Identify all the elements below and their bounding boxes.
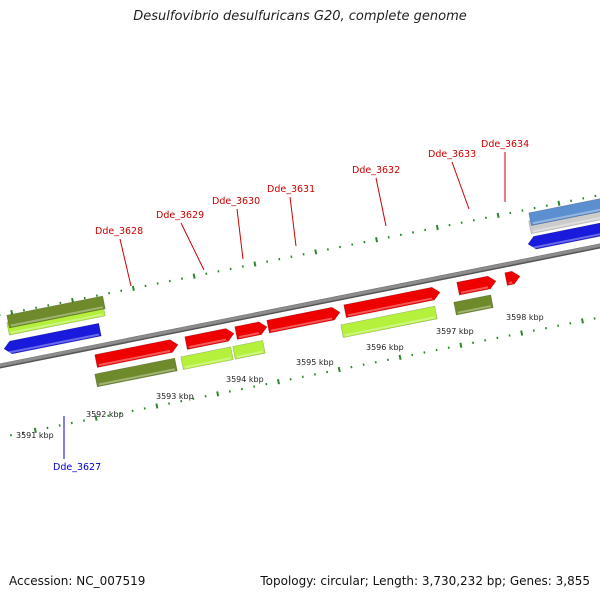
gene-label-Dde_3634: Dde_3634 — [481, 139, 529, 150]
reverse-track2-3-highlight — [532, 216, 600, 233]
tick-rings — [0, 194, 597, 437]
forward-cds-1 — [94, 339, 179, 368]
axis-label-3593: 3593 kbp — [156, 392, 194, 401]
outer-tick-ring-tick — [155, 403, 159, 409]
inner-tick-ring-tick — [131, 285, 135, 291]
gene-label-Dde_3627: Dde_3627 — [53, 462, 101, 473]
gene-leader-Dde_3630 — [236, 208, 244, 260]
forward-cds-7 — [504, 270, 521, 286]
gene-label-Dde_3628: Dde_3628 — [95, 226, 143, 237]
gene-label-Dde_3629: Dde_3629 — [156, 210, 204, 221]
reverse-track2-2 — [6, 295, 106, 329]
feature-track2-3-highlight — [236, 350, 264, 358]
gene-leader-Dde_3632 — [375, 177, 387, 227]
gene-leader-Dde_3629 — [180, 222, 205, 271]
reverse-track2-4-highlight — [532, 208, 600, 225]
gene-label-Dde_3632: Dde_3632 — [352, 165, 400, 176]
forward-cds-2-highlight — [188, 338, 227, 349]
inner-tick-ring-tick — [557, 200, 561, 206]
feature-track2-1 — [94, 357, 178, 388]
reverse-cds-2-highlight — [530, 233, 600, 250]
feature-tracks — [3, 198, 600, 388]
gene-label-Dde_3631: Dde_3631 — [267, 184, 315, 195]
outer-tick-ring-tick — [337, 366, 341, 373]
feature-track2-3 — [232, 340, 266, 360]
axis-label-3594: 3594 kbp — [226, 375, 264, 384]
map-title: Desulfovibrio desulfuricans G20, complet… — [133, 9, 467, 24]
forward-cds-5 — [343, 286, 441, 319]
forward-cds-4 — [266, 306, 341, 334]
axis-labels: 3591 kbp 3592 kbp 3593 kbp 3594 kbp 3595 kbp… — [16, 313, 544, 440]
axis-label-3596: 3596 kbp — [366, 343, 404, 352]
reverse-cds-1 — [3, 322, 102, 355]
reverse-track2-4 — [528, 198, 600, 226]
gene-label-Dde_3633: Dde_3633 — [428, 149, 476, 160]
reverse-cds-1-highlight — [6, 333, 100, 354]
outer-tick-ring-tick — [277, 379, 280, 385]
forward-cds-5-highlight — [347, 297, 433, 317]
gene-leader-Dde_3633 — [451, 161, 470, 210]
reverse-cds-2 — [527, 222, 600, 250]
forward-cds-1-highlight — [98, 349, 171, 367]
feature-track2-2 — [180, 346, 234, 370]
outer-tick-ring-tick — [33, 427, 37, 433]
feature-track2-5 — [453, 294, 494, 316]
feature-track2-2-highlight — [184, 357, 232, 369]
outer-tick-ring-tick — [94, 415, 98, 421]
outer-tick-ring-tick — [580, 318, 584, 324]
inner-tick-ring-tick — [496, 212, 500, 219]
reverse-track2-1-highlight — [10, 313, 104, 334]
inner-tick-ring-tick — [314, 249, 318, 255]
gene-label-Dde_3630: Dde_3630 — [212, 196, 260, 207]
genome-summary-text: Topology: circular; Length: 3,730,232 bp… — [260, 574, 590, 588]
inner-tick-ring-tick — [435, 224, 439, 231]
outer-tick-ring-tick — [398, 354, 402, 361]
forward-cds-7-highlight — [508, 281, 513, 285]
axis-label-3598: 3598 kbp — [506, 313, 544, 322]
outer-tick-ring-tick — [216, 391, 220, 397]
axis-label-3597: 3597 kbp — [436, 327, 474, 336]
feature-track2-1-highlight — [98, 368, 176, 386]
inner-tick-ring-tick — [375, 237, 379, 243]
forward-cds-3 — [234, 321, 268, 340]
feature-track2-4 — [340, 305, 438, 338]
forward-cds-2 — [184, 328, 235, 350]
axis-label-3591: 3591 kbp — [16, 431, 54, 440]
gene-labels: Dde_3627 Dde_3628 Dde_3629 Dde_3630 Dde_3631… — [53, 139, 529, 473]
reverse-track2-2-highlight — [10, 306, 104, 327]
accession-text: Accession: NC_007519 — [9, 574, 146, 588]
forward-cds-4-highlight — [270, 317, 333, 332]
inner-tick-ring-tick — [253, 261, 257, 267]
feature-track2-4-highlight — [344, 316, 436, 337]
backbone-line — [0, 243, 600, 368]
gene-leader-Dde_3628 — [119, 238, 132, 287]
axis-label-3595: 3595 kbp — [296, 358, 334, 367]
outer-tick-ring-tick — [459, 342, 463, 348]
inner-tick-ring-tick — [192, 273, 196, 279]
genome-backbone — [0, 243, 600, 369]
gene-leader-Dde_3631 — [289, 196, 297, 247]
forward-cds-6-highlight — [460, 286, 489, 294]
outer-tick-ring-tick — [520, 330, 524, 336]
feature-track2-5-highlight — [457, 305, 492, 314]
forward-cds-6 — [456, 275, 497, 296]
forward-cds-3-highlight — [238, 332, 260, 339]
axis-label-3592: 3592 kbp — [86, 410, 124, 419]
